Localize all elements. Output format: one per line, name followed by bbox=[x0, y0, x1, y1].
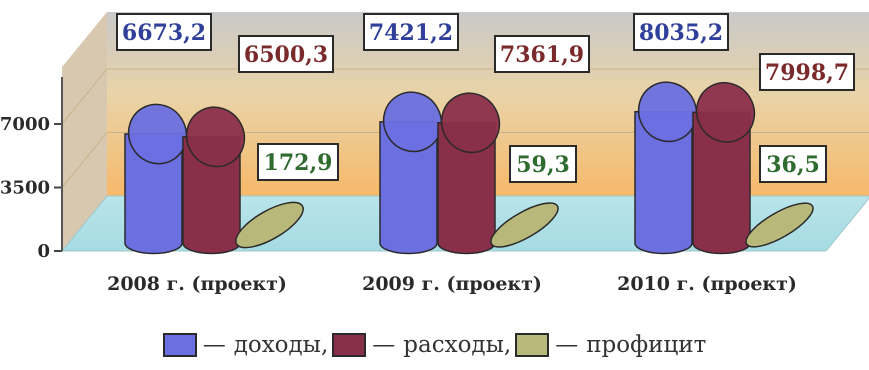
side-wall bbox=[62, 12, 107, 251]
data-label-box bbox=[116, 13, 212, 51]
bar-top bbox=[185, 106, 246, 168]
bar bbox=[745, 202, 814, 248]
data-label: 6673,2 bbox=[122, 20, 206, 46]
data-label-box bbox=[363, 13, 459, 51]
bar bbox=[235, 201, 304, 249]
data-label-box bbox=[257, 143, 339, 181]
gridline bbox=[61, 132, 108, 188]
legend-swatch-surplus bbox=[515, 333, 550, 357]
bar bbox=[490, 202, 559, 248]
data-label: 172,9 bbox=[264, 150, 333, 176]
legend: — доходы, — расходы, — профицит bbox=[0, 328, 869, 362]
legend-label-surplus: профицит bbox=[586, 332, 707, 358]
bar bbox=[379, 121, 438, 255]
legend-item-income: — доходы, bbox=[162, 332, 329, 358]
data-label: 59,3 bbox=[516, 152, 570, 178]
bar bbox=[634, 111, 693, 255]
data-label: 7998,7 bbox=[765, 60, 849, 86]
data-label: 8035,2 bbox=[639, 20, 723, 46]
legend-label-income: доходы, bbox=[233, 332, 329, 358]
bar-top bbox=[695, 82, 756, 143]
data-label-box bbox=[633, 13, 729, 51]
gridline bbox=[61, 68, 108, 125]
bar-top bbox=[440, 92, 501, 154]
bar-top bbox=[382, 91, 443, 153]
legend-dash: — bbox=[202, 332, 226, 358]
y-tick-label: 0 bbox=[37, 241, 50, 262]
legend-swatch-income bbox=[162, 333, 197, 357]
legend-item-surplus: — профицит bbox=[515, 332, 706, 358]
legend-item-expenses: — расходы, bbox=[332, 332, 511, 358]
data-label: 7421,2 bbox=[369, 20, 453, 46]
x-tick-label: 2010 г. (проект) bbox=[617, 273, 797, 295]
y-tick-label: 7000 bbox=[0, 114, 50, 135]
legend-dash: — bbox=[372, 332, 396, 358]
data-label-box bbox=[494, 35, 590, 73]
bar-top bbox=[637, 81, 698, 143]
legend-swatch-expenses bbox=[332, 333, 367, 357]
bar-top bbox=[127, 103, 188, 165]
data-label-box bbox=[238, 35, 334, 73]
data-label: 36,5 bbox=[766, 152, 820, 178]
bar bbox=[124, 133, 183, 255]
data-label: 6500,3 bbox=[244, 42, 328, 68]
data-label-box bbox=[509, 145, 577, 183]
legend-dash: — bbox=[555, 332, 579, 358]
data-label: 7361,9 bbox=[500, 42, 584, 68]
data-label-box bbox=[759, 145, 827, 183]
y-tick-label: 3500 bbox=[0, 178, 50, 199]
x-tick-label: 2009 г. (проект) bbox=[362, 273, 542, 295]
data-label-box bbox=[759, 53, 855, 91]
x-tick-label: 2008 г. (проект) bbox=[107, 273, 287, 295]
legend-label-expenses: расходы, bbox=[403, 332, 512, 358]
